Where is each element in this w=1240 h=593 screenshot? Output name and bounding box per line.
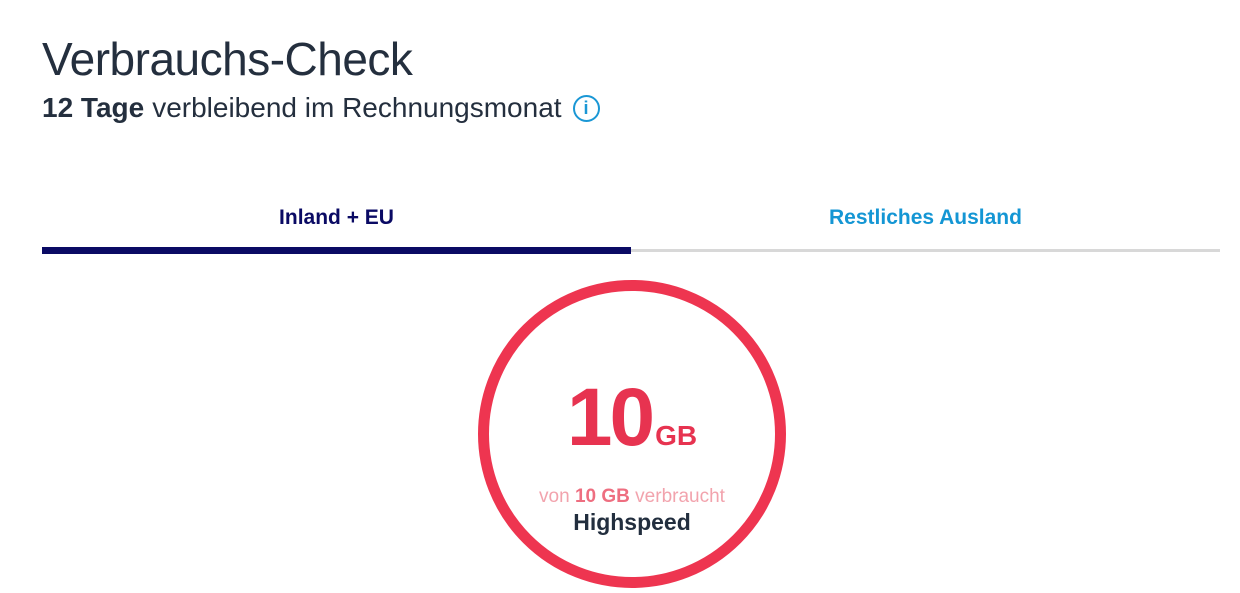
info-icon[interactable]: i — [572, 94, 600, 122]
usage-unit: GB — [655, 420, 698, 451]
tab-bar: Inland + EU Restliches Ausland — [42, 204, 1220, 254]
billing-period-line: 12 Tage verbleibend im Rechnungsmonat i — [42, 92, 600, 124]
usage-subline-prefix: von — [539, 486, 575, 507]
tab-restliches-ausland-label: Restliches Ausland — [829, 206, 1022, 229]
usage-value: 10 — [566, 372, 655, 463]
usage-subline: von 10 GB verbraucht — [478, 487, 786, 507]
tab-inland-eu-label: Inland + EU — [279, 206, 394, 229]
tab-inland-eu[interactable]: Inland + EU — [42, 204, 631, 254]
tab-restliches-ausland[interactable]: Restliches Ausland — [631, 204, 1220, 254]
usage-subline-amount: 10 GB — [574, 486, 630, 507]
usage-progress-ring — [478, 280, 786, 588]
usage-value-line: 10 GB — [478, 377, 786, 473]
page-title: Verbrauchs-Check — [42, 32, 413, 85]
usage-subline-suffix: verbraucht — [629, 486, 725, 507]
usage-gauge: 10 GB von 10 GB verbraucht Highspeed — [478, 377, 786, 535]
billing-period-text: verbleibend im Rechnungsmonat — [152, 92, 562, 123]
speed-label: Highspeed — [573, 509, 691, 535]
info-icon-glyph: i — [583, 98, 589, 118]
days-remaining: 12 Tage — [42, 92, 145, 123]
